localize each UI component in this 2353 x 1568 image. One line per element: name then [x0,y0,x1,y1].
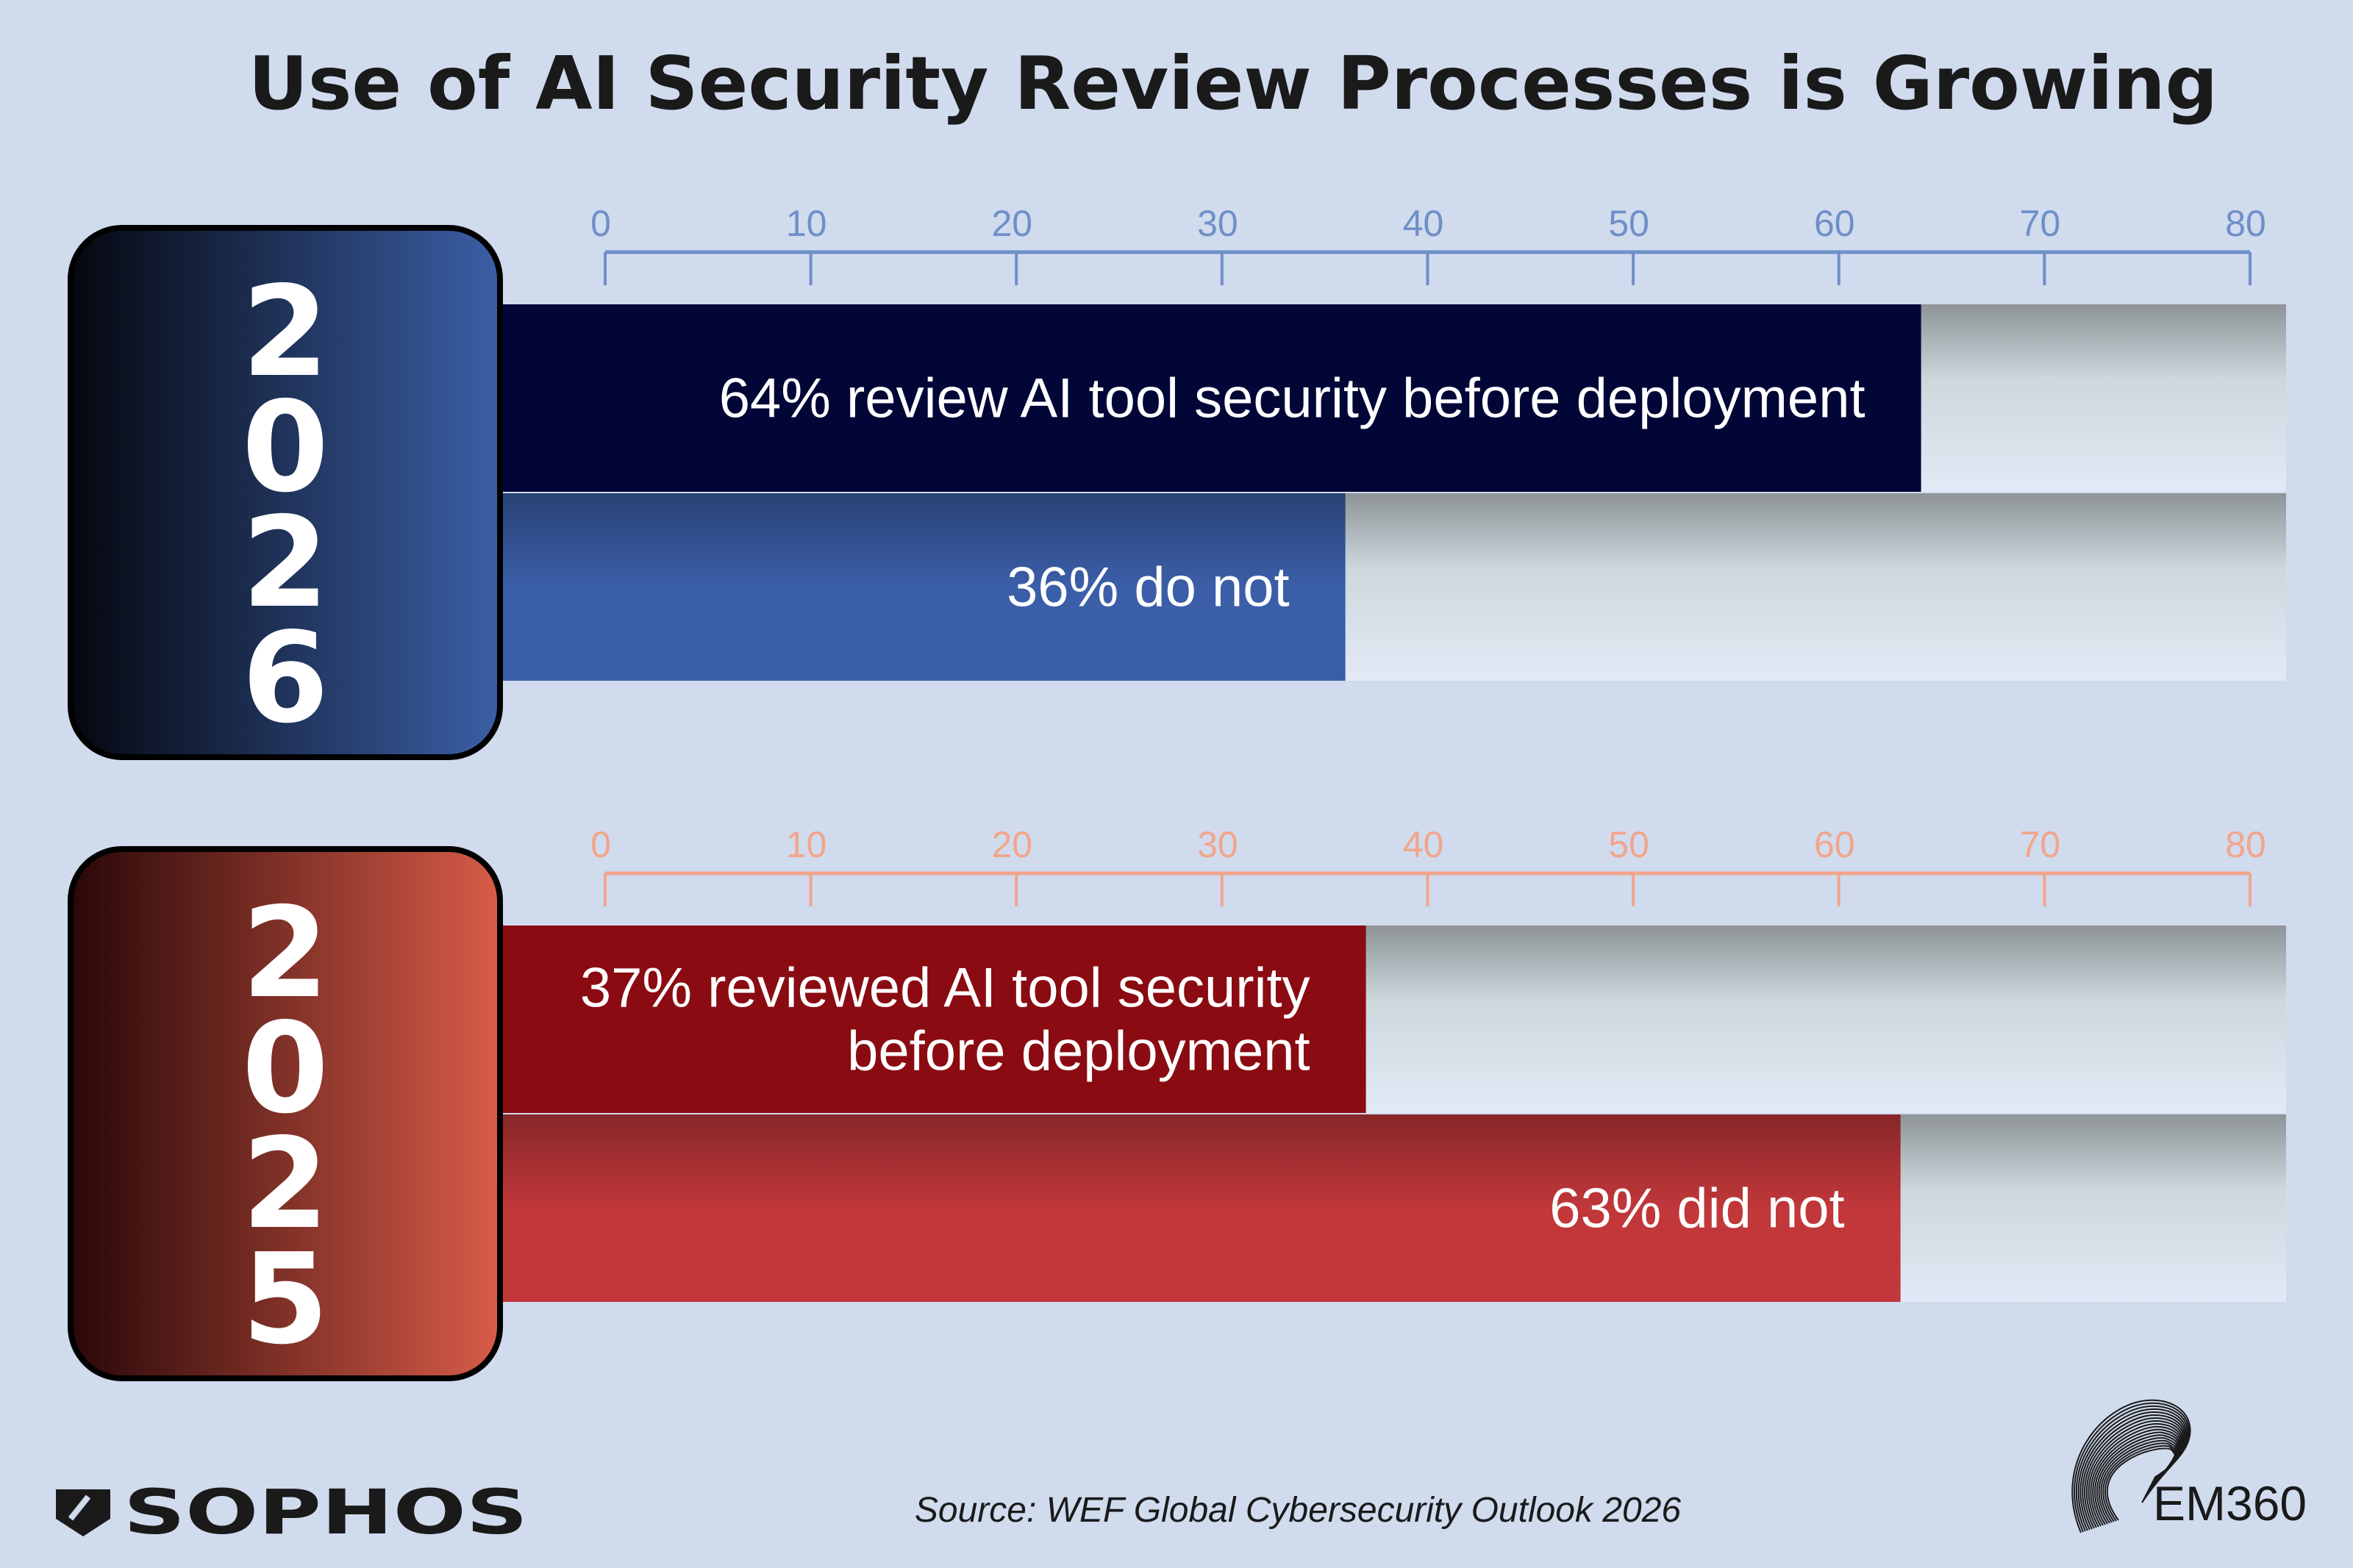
tick-label: 0 [590,203,611,244]
tick-label: 40 [1403,203,1444,244]
year-digit: 6 [242,606,329,751]
bar [500,304,1921,492]
bar-shade [500,1114,1901,1302]
tick-label: 60 [1814,203,1855,244]
tick-label: 70 [2020,203,2061,244]
svg-text:EM360: EM360 [2153,1476,2307,1531]
year-digit: 2 [242,881,329,1026]
year-digit: 2 [242,259,329,405]
bar-label: 64% review AI tool security before deplo… [719,368,1865,430]
bar-shade [500,493,1346,681]
tick-label: 30 [1197,824,1238,865]
tick-label: 20 [991,824,1032,865]
tick-label: 50 [1608,203,1649,244]
tick-label: 50 [1608,824,1649,865]
year-card [68,225,503,760]
year-card [68,846,503,1381]
source-note: Source: WEF Global Cybersecurity Outlook… [915,1491,1682,1530]
tick-label: 80 [2225,203,2266,244]
year-digit: 2 [242,1111,329,1257]
tick-label: 80 [2225,824,2266,865]
tick-label: 0 [590,824,611,865]
sophos-shield-icon [56,1489,110,1536]
bar-label: 37% reviewed AI tool security [580,957,1310,1020]
tick-label: 30 [1197,203,1238,244]
year-digit: 2 [242,490,329,636]
year-digit: 0 [242,996,329,1142]
tick-label: 70 [2020,824,2061,865]
bar-label: before deployment [847,1020,1310,1083]
sophos-logo: SOPHOS [56,1476,528,1548]
bar-label: 36% do not [1007,556,1290,619]
tick-label: 20 [991,203,1032,244]
bar [500,926,1366,1113]
year-digit: 5 [242,1227,329,1372]
tick-label: 40 [1403,824,1444,865]
tick-label: 10 [786,824,827,865]
year-digit: 0 [242,375,329,520]
em360-swirl-icon [2071,1399,2191,1533]
em360-logo: EM360 [2071,1399,2307,1533]
chart-title: Use of AI Security Review Processes is G… [249,40,2218,126]
bar-label: 63% did not [1549,1178,1844,1240]
svg-text:SOPHOS: SOPHOS [124,1476,528,1548]
tick-label: 60 [1814,824,1855,865]
tick-label: 10 [786,203,827,244]
